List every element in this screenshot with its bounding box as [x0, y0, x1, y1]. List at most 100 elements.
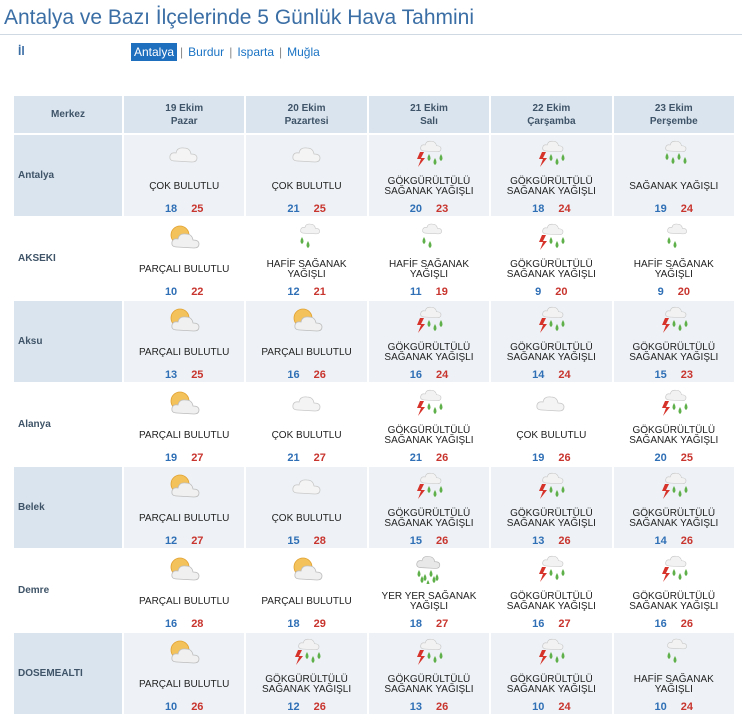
temp-min: 15: [409, 535, 422, 547]
condition-text: HAFİF SAĞANAK YAĞIŞLI: [633, 259, 714, 280]
thunderstorm-shower-icon: [614, 301, 734, 339]
thunderstorm-shower-icon: [246, 633, 366, 671]
temp-max: 28: [313, 535, 326, 547]
forecast-cell: HAFİF SAĞANAK YAĞIŞLI 11 19: [369, 218, 489, 299]
temp-max: 26: [435, 452, 449, 464]
day-date: 19 Ekim: [165, 102, 204, 114]
day-weekday: Çarşamba: [527, 115, 576, 127]
condition-text: GÖKGÜRÜLTÜLÜ SAĞANAK YAĞIŞLI: [384, 425, 474, 446]
province-link-isparta[interactable]: Isparta: [237, 45, 274, 59]
province-separator: |: [180, 45, 184, 59]
forecast-cell: GÖKGÜRÜLTÜLÜ SAĞANAK YAĞIŞLI 18 24: [491, 135, 612, 216]
temp-max: 24: [680, 203, 694, 215]
forecast-cell: ÇOK BULUTLU 15 28: [246, 467, 367, 548]
forecast-cell: GÖKGÜRÜLTÜLÜ SAĞANAK YAĞIŞLI 15 23: [613, 301, 734, 382]
temp-max: 27: [435, 618, 449, 630]
forecast-cell: PARÇALI BULUTLU 10 26: [124, 633, 245, 714]
city-name: Alanya: [18, 419, 51, 430]
forecast-table: Merkez 19 Ekim Pazar 20 Ekim Pazartesi 21 E…: [12, 94, 736, 716]
province-separator: |: [279, 45, 283, 59]
condition-text: HAFİF SAĞANAK YAĞIŞLI: [266, 259, 347, 280]
province-link-muğla[interactable]: Muğla: [287, 45, 320, 59]
thunderstorm-shower-icon: [614, 550, 734, 588]
temperature-range: 19 24: [614, 203, 734, 216]
temperature-range: 16 26: [614, 618, 734, 631]
forecast-cell: GÖKGÜRÜLTÜLÜ SAĞANAK YAĞIŞLI 13 26: [491, 467, 612, 548]
temp-max: 25: [191, 369, 204, 381]
condition-text: GÖKGÜRÜLTÜLÜ SAĞANAK YAĞIŞLI: [629, 425, 719, 446]
forecast-cell: PARÇALI BULUTLU 16 28: [124, 550, 244, 631]
province-link-antalya[interactable]: Antalya: [131, 43, 178, 61]
thunderstorm-shower-icon: [614, 467, 734, 505]
cloudy-icon: [124, 135, 244, 173]
temp-min: 13: [164, 369, 178, 381]
condition-text: GÖKGÜRÜLTÜLÜ SAĞANAK YAĞIŞLI: [384, 508, 474, 529]
city-row: DOSEMEALTI PARÇALI BULUTLU 10 26 GÖKGÜRÜ…: [14, 633, 734, 714]
province-link-burdur[interactable]: Burdur: [188, 45, 225, 59]
temperature-range: 18 24: [491, 203, 611, 216]
page-title: Antalya ve Bazı İlçelerinde 5 Günlük Hav…: [4, 6, 475, 29]
temp-min: 15: [287, 535, 300, 547]
temp-min: 16: [654, 618, 667, 630]
temperature-range: 18 27: [369, 618, 489, 631]
temp-min: 12: [164, 535, 178, 547]
rain-icon: [369, 550, 489, 588]
temp-min: 9: [535, 286, 542, 298]
forecast-cell: GÖKGÜRÜLTÜLÜ SAĞANAK YAĞIŞLI 10 24: [491, 633, 612, 714]
forecast-cell: PARÇALI BULUTLU 18 29: [246, 550, 366, 631]
forecast-cell: GÖKGÜRÜLTÜLÜ SAĞANAK YAĞIŞLI 12 26: [246, 633, 367, 714]
forecast-cell: SAĞANAK YAĞIŞLI 19 24: [613, 135, 734, 216]
forecast-cell: PARÇALI BULUTLU 10 22: [124, 218, 244, 299]
city-name: Demre: [18, 585, 50, 596]
forecast-cell: ÇOK BULUTLU 21 25: [246, 135, 367, 216]
temperature-range: 10 24: [614, 701, 734, 714]
city-name: Antalya: [14, 135, 122, 216]
temp-max: 29: [313, 618, 326, 630]
day-weekday: Perşembe: [649, 115, 698, 127]
condition-text: GÖKGÜRÜLTÜLÜ SAĞANAK YAĞIŞLI: [629, 342, 719, 363]
condition-text: ÇOK BULUTLU: [271, 181, 342, 192]
temp-min: 21: [287, 203, 300, 215]
condition-text: PARÇALI BULUTLU: [138, 347, 230, 358]
temperature-range: 13 25: [124, 369, 244, 382]
partly-cloudy-icon: [246, 301, 366, 339]
temp-max: 26: [191, 701, 204, 713]
condition-text: PARÇALI BULUTLU: [261, 596, 352, 607]
temp-max: 24: [435, 369, 449, 381]
temp-max: 24: [680, 701, 694, 713]
city-name: Belek: [14, 467, 122, 548]
temp-max: 24: [558, 203, 571, 215]
day-header: 23 Ekim Perşembe: [613, 96, 734, 133]
temp-max: 27: [191, 535, 204, 547]
partly-cloudy-icon: [124, 301, 244, 339]
condition-text: PARÇALI BULUTLU: [138, 679, 230, 690]
partly-cloudy-icon: [124, 550, 244, 588]
day-weekday: Pazar: [170, 115, 198, 127]
thunderstorm-shower-icon: [614, 384, 734, 422]
forecast-cell: GÖKGÜRÜLTÜLÜ SAĞANAK YAĞIŞLI 13 26: [368, 633, 490, 714]
temperature-range: 21 25: [246, 203, 366, 216]
temp-min: 11: [410, 286, 422, 298]
temperature-range: 12 27: [124, 535, 244, 548]
thunderstorm-shower-icon: [491, 301, 611, 339]
partly-cloudy-icon: [246, 550, 366, 588]
forecast-cell: ÇOK BULUTLU 19 26: [491, 384, 611, 465]
thunderstorm-shower-icon: [369, 384, 489, 422]
temperature-range: 16 27: [491, 618, 611, 631]
cloudy-icon: [246, 384, 366, 422]
forecast-cell: HAFİF SAĞANAK YAĞIŞLI 12 21: [246, 218, 366, 299]
temperature-range: 11 19: [369, 286, 489, 299]
light-shower-icon: [614, 633, 734, 671]
condition-text: GÖKGÜRÜLTÜLÜ SAĞANAK YAĞIŞLI: [629, 508, 719, 529]
condition-text: GÖKGÜRÜLTÜLÜ SAĞANAK YAĞIŞLI: [506, 508, 596, 529]
forecast-cell: GÖKGÜRÜLTÜLÜ SAĞANAK YAĞIŞLI 15 26: [368, 467, 490, 548]
temperature-range: 14 24: [491, 369, 611, 382]
forecast-cell: ÇOK BULUTLU 21 27: [246, 384, 366, 465]
temp-max: 26: [680, 618, 694, 630]
forecast-cell: PARÇALI BULUTLU 19 27: [124, 384, 244, 465]
temp-min: 19: [654, 203, 667, 215]
day-date: 23 Ekim: [654, 102, 693, 114]
temp-max: 26: [313, 369, 326, 381]
temperature-range: 16 28: [124, 618, 244, 631]
city-row: Demre PARÇALI BULUTLU 16 28 PARÇALI BULU…: [14, 550, 734, 631]
